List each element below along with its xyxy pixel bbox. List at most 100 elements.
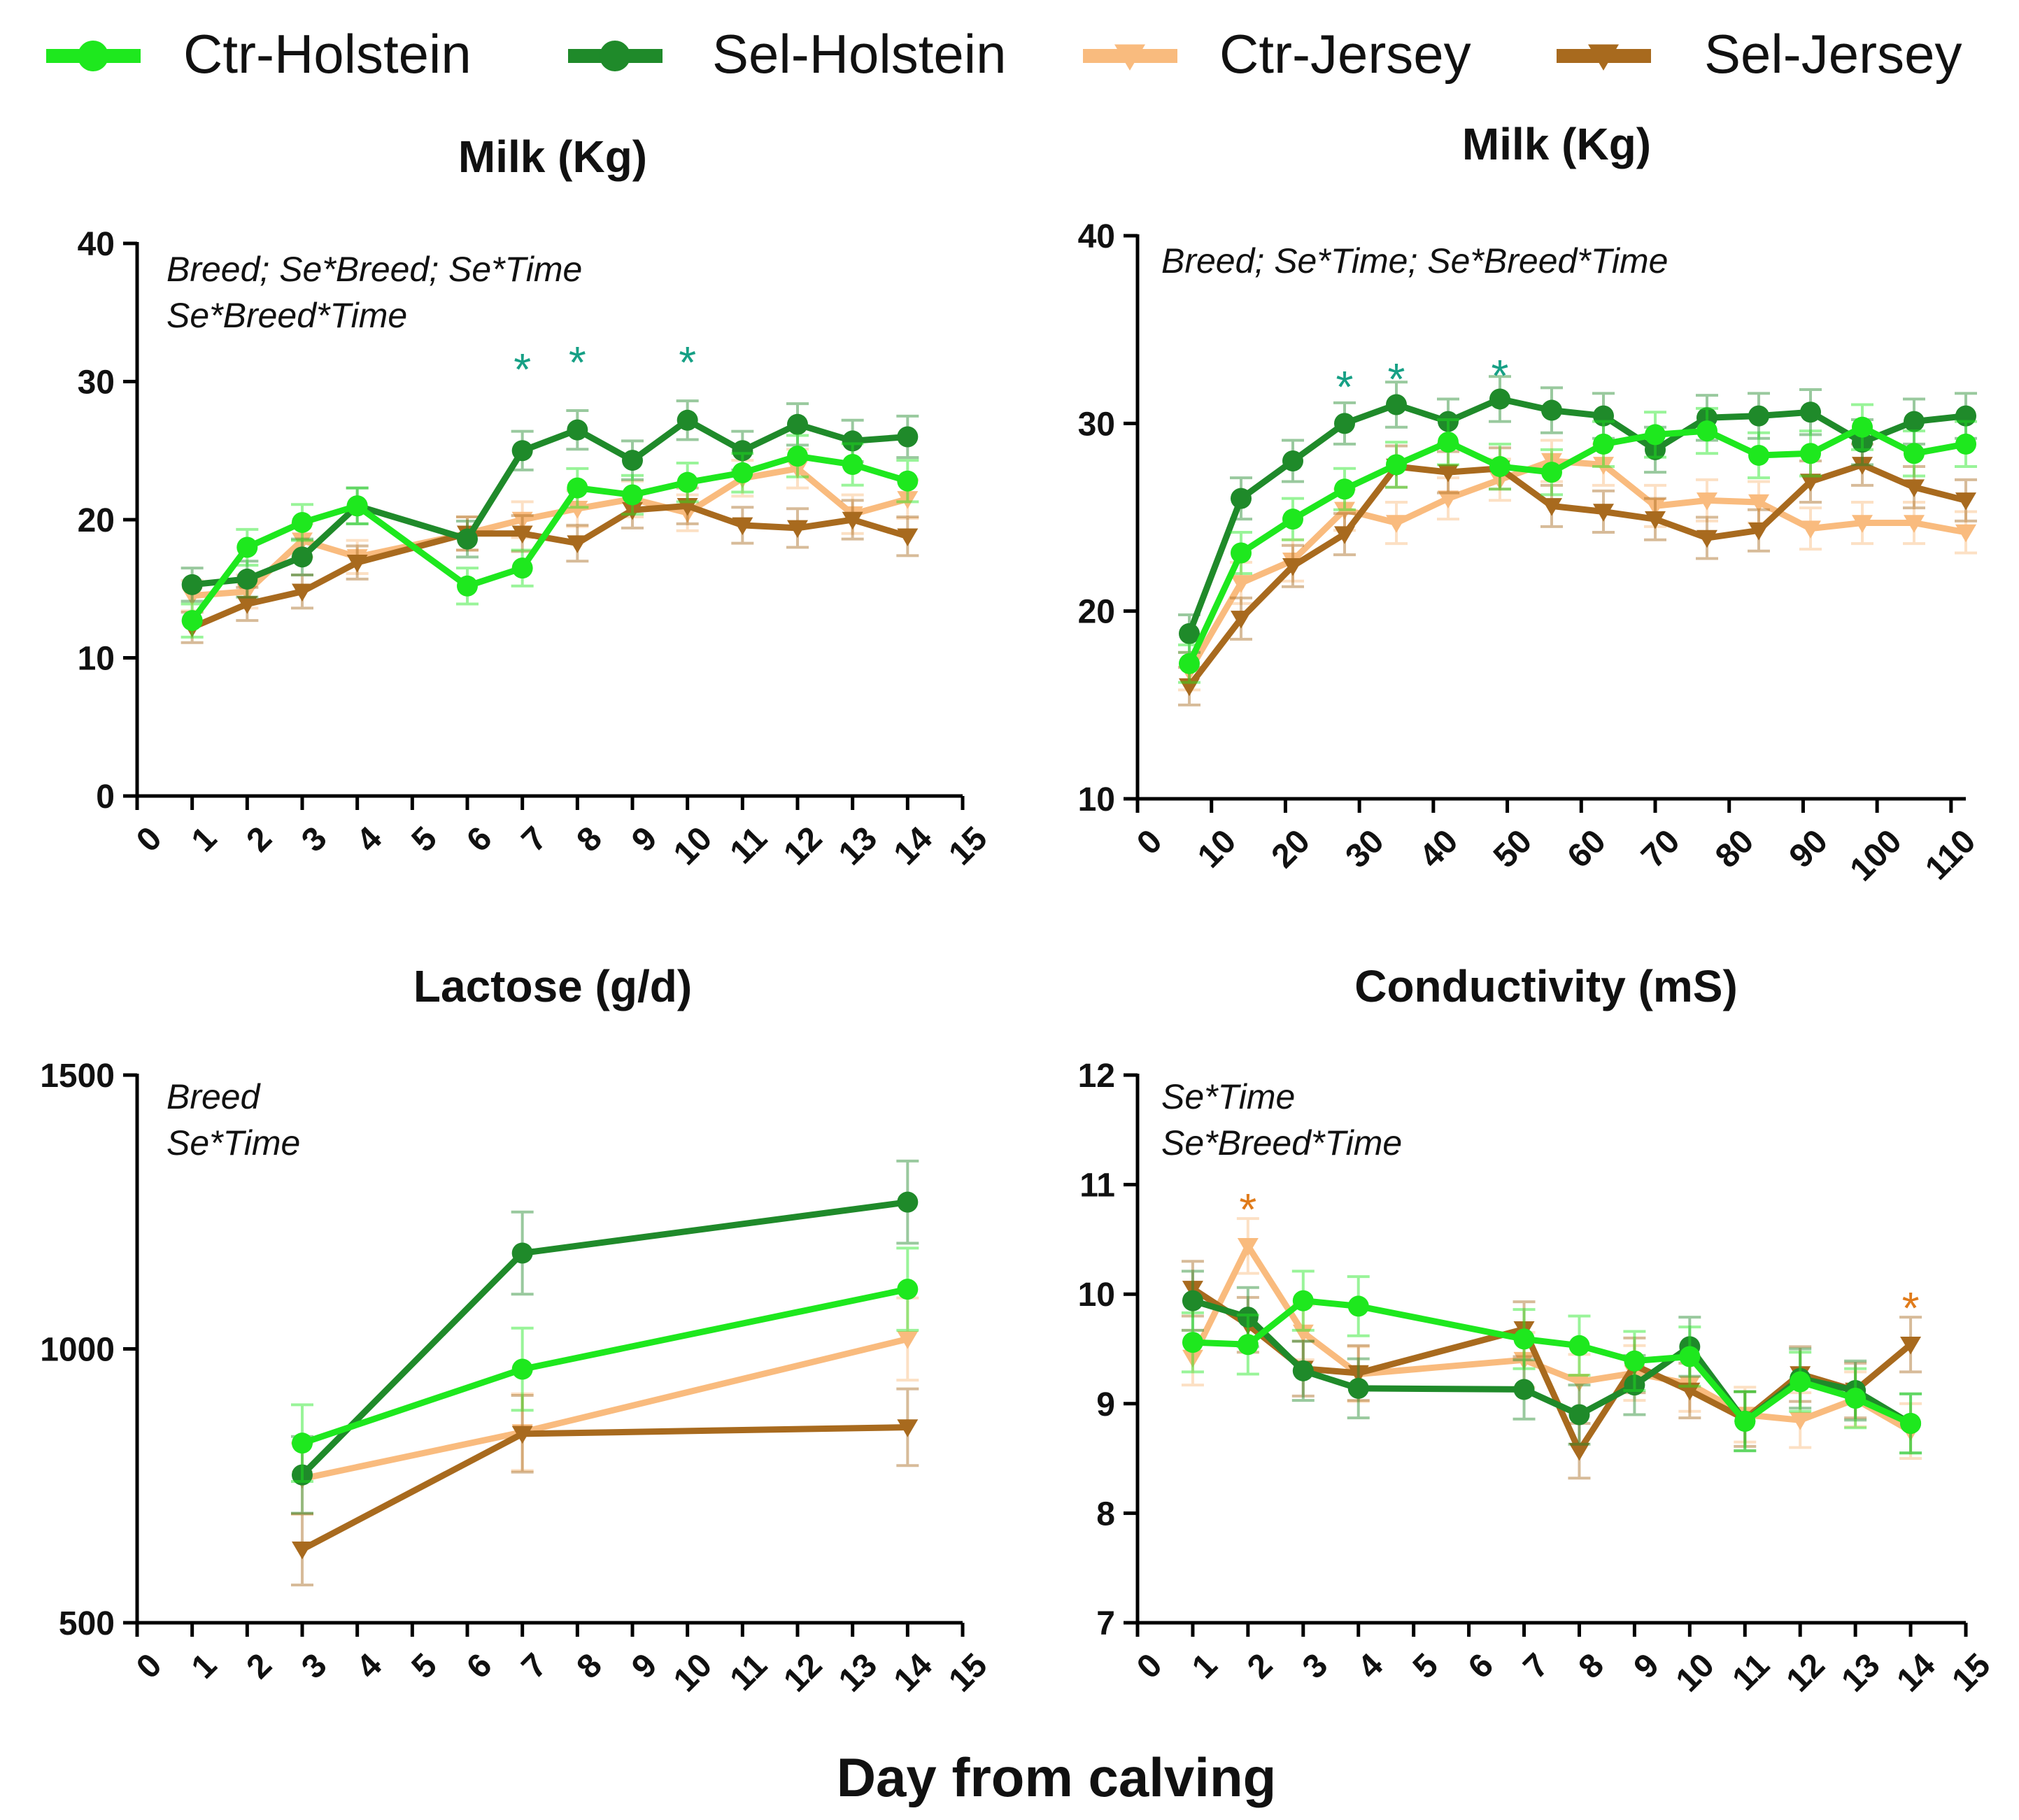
data-point xyxy=(787,520,808,539)
y-tick-label: 40 xyxy=(78,226,115,263)
data-point xyxy=(676,471,698,493)
data-point xyxy=(1438,490,1459,509)
series-ctr-holstein xyxy=(180,434,919,639)
data-point xyxy=(1696,529,1717,548)
x-tick-label: 0 xyxy=(1130,1647,1169,1686)
x-tick-label: 20 xyxy=(1265,823,1317,875)
data-point xyxy=(1679,1346,1701,1367)
data-point xyxy=(1800,520,1821,539)
data-point xyxy=(1334,526,1355,544)
y-tick-label: 10 xyxy=(1078,1277,1115,1314)
data-point xyxy=(676,409,698,431)
data-point xyxy=(1568,1374,1590,1392)
legend-item-sel-holstein: Sel-Holstein xyxy=(568,23,1007,85)
x-tick-label: 15 xyxy=(1945,1647,1997,1699)
data-point xyxy=(1748,522,1769,541)
x-tick-label: 13 xyxy=(832,820,884,872)
chart-title: Lactose (g/d) xyxy=(413,961,692,1011)
x-tick-label: 9 xyxy=(625,820,664,859)
data-point xyxy=(1955,524,1976,543)
data-point xyxy=(1438,411,1459,432)
data-point xyxy=(622,484,643,506)
x-tick-label: 8 xyxy=(1572,1647,1611,1686)
chart-title: Conductivity (mS) xyxy=(1354,961,1738,1011)
data-point xyxy=(292,1464,313,1486)
data-point xyxy=(1386,394,1407,415)
chart-title: Milk (Kg) xyxy=(1462,119,1651,169)
x-tick-label: 10 xyxy=(667,820,719,872)
data-point xyxy=(622,502,643,520)
x-tick-label: 12 xyxy=(777,820,829,872)
x-tick-label: 6 xyxy=(1461,1647,1501,1686)
data-point xyxy=(1800,401,1821,423)
data-point xyxy=(1845,1387,1866,1409)
data-point xyxy=(1593,457,1614,475)
data-point xyxy=(897,1191,919,1213)
data-point xyxy=(732,440,753,462)
legend-marker-ctr-jersey xyxy=(1114,44,1145,71)
y-tick-label: 7 xyxy=(1096,1605,1115,1642)
x-tick-label: 0 xyxy=(1130,823,1169,862)
data-point xyxy=(1237,1238,1259,1256)
data-point xyxy=(511,525,533,543)
x-tick-label: 1 xyxy=(185,820,224,859)
chart-title: Milk (Kg) xyxy=(458,131,647,182)
data-point xyxy=(1904,411,1925,432)
data-point xyxy=(1292,1290,1314,1311)
data-point xyxy=(1347,1377,1369,1399)
data-point xyxy=(1182,1349,1203,1368)
legend-item-sel-jersey: Sel-Jersey xyxy=(1557,23,1962,85)
x-tick-label: 2 xyxy=(240,820,279,859)
legend-item-ctr-jersey: Ctr-Jersey xyxy=(1083,23,1471,85)
data-point xyxy=(1748,405,1769,427)
x-tick-label: 11 xyxy=(1725,1647,1776,1698)
data-point xyxy=(897,426,919,448)
data-point xyxy=(1438,464,1459,483)
series-sel-jersey xyxy=(180,486,919,644)
data-point xyxy=(457,575,478,597)
data-point xyxy=(1541,498,1562,516)
x-tick-label: 10 xyxy=(1191,823,1243,875)
x-tick-label: 12 xyxy=(777,1647,829,1699)
data-point xyxy=(1800,443,1821,464)
data-point xyxy=(1179,653,1200,674)
data-point xyxy=(1386,454,1407,476)
data-point xyxy=(1900,1412,1922,1434)
x-tick-label: 8 xyxy=(570,820,609,859)
series-sel-jersey xyxy=(1178,442,1977,706)
series-ctr-holstein xyxy=(291,1246,919,1483)
effects-annotation: Se*Breed*Time xyxy=(1161,1123,1402,1163)
x-tick-label: 6 xyxy=(460,1647,499,1686)
data-point xyxy=(1904,515,1925,533)
data-point xyxy=(346,554,368,573)
y-tick-label: 1500 xyxy=(40,1058,115,1095)
data-point xyxy=(1231,611,1252,629)
data-point xyxy=(511,1426,533,1444)
data-point xyxy=(1568,1442,1590,1461)
x-tick-label: 3 xyxy=(295,820,334,859)
legend: Ctr-Holstein Sel-Holstein Ctr-Jersey Sel-Je… xyxy=(46,23,1962,85)
significance-star: * xyxy=(1902,1283,1920,1333)
data-point xyxy=(1282,450,1303,471)
y-tick-label: 500 xyxy=(59,1605,115,1642)
data-point xyxy=(1179,623,1200,644)
data-point xyxy=(1645,511,1666,529)
data-point xyxy=(1237,1307,1259,1328)
x-tick-label: 6 xyxy=(460,820,499,859)
data-point xyxy=(1334,502,1355,520)
data-point xyxy=(1282,509,1303,530)
data-point xyxy=(292,546,313,568)
data-point xyxy=(1182,1332,1203,1353)
x-tick-label: 7 xyxy=(515,820,554,859)
data-point xyxy=(567,535,588,553)
data-point xyxy=(897,528,919,546)
x-tick-label: 10 xyxy=(667,1647,719,1699)
legend-label-ctr-jersey: Ctr-Jersey xyxy=(1219,23,1471,85)
x-tick-label: 5 xyxy=(1406,1647,1445,1686)
x-tick-label: 10 xyxy=(1669,1647,1722,1699)
legend-marker-ctr-holstein xyxy=(78,41,108,71)
data-point xyxy=(1852,416,1873,438)
data-point xyxy=(292,532,313,550)
